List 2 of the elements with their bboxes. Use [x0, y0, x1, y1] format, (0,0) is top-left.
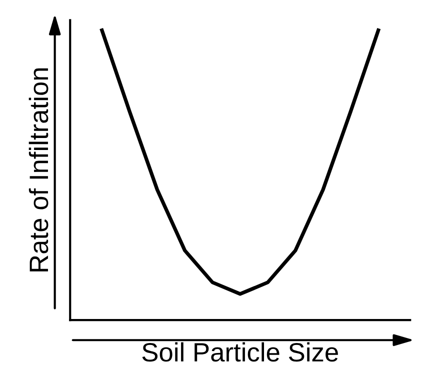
- x-axis-title: Soil Particle Size: [142, 342, 338, 362]
- y-axis-title: Rate of Infiltration: [28, 68, 48, 272]
